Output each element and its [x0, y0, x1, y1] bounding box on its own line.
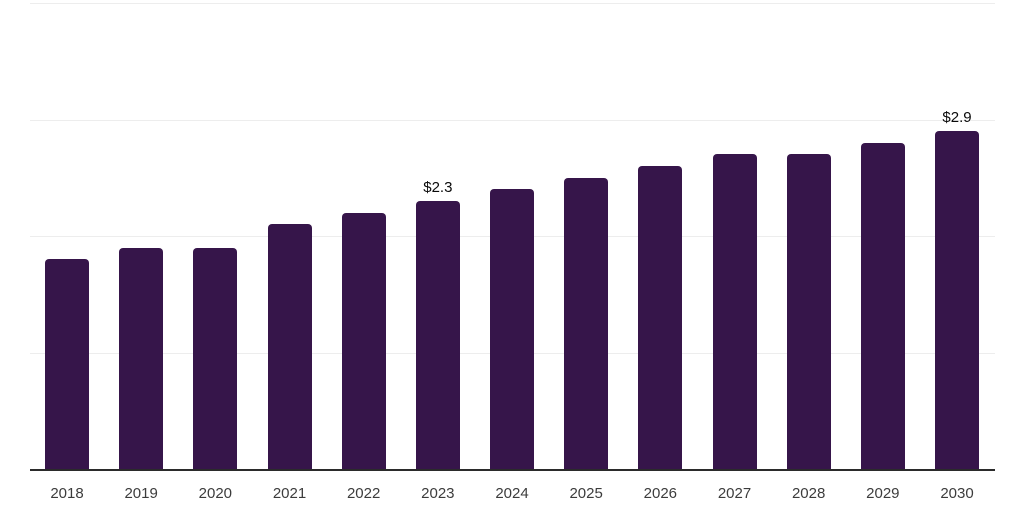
x-tick-label-2027: 2027: [717, 485, 752, 502]
bar-2022[interactable]: [341, 212, 386, 469]
x-axis-line: [30, 468, 995, 471]
bar-2024[interactable]: [490, 189, 534, 469]
x-tick-label-2020: 2020: [198, 485, 233, 502]
x-tick-label-2022: 2022: [346, 485, 381, 502]
x-tick-label-2026: 2026: [643, 485, 678, 502]
bar-2029[interactable]: [860, 142, 905, 469]
bar-2028[interactable]: [786, 154, 831, 469]
gridline-y4: [30, 3, 995, 4]
bar-2021[interactable]: [267, 224, 312, 469]
bar-2020[interactable]: [193, 247, 238, 469]
x-tick-label-2025: 2025: [569, 485, 603, 502]
bar-2030[interactable]: [935, 131, 979, 469]
bar-2025[interactable]: [564, 177, 609, 469]
data-label-2030: $2.9: [942, 109, 972, 127]
bar-2023[interactable]: [415, 201, 460, 469]
gridline-y3: [30, 119, 995, 121]
x-tick-label-2028: 2028: [791, 485, 826, 502]
x-tick-label-2018: 2018: [50, 485, 84, 502]
x-tick-label-2030: 2030: [940, 485, 974, 502]
data-label-2023: $2.3: [423, 179, 453, 197]
x-tick-label-2029: 2029: [866, 485, 900, 502]
x-tick-label-2019: 2019: [124, 485, 158, 502]
bar-2026[interactable]: [638, 166, 683, 469]
x-tick-label-2021: 2021: [272, 485, 307, 502]
x-tick-label-2023: 2023: [421, 485, 455, 502]
bar-2019[interactable]: [119, 247, 164, 469]
bar-2018[interactable]: [45, 259, 89, 469]
x-tick-label-2024: 2024: [495, 485, 529, 502]
bar-2027[interactable]: [712, 154, 757, 469]
